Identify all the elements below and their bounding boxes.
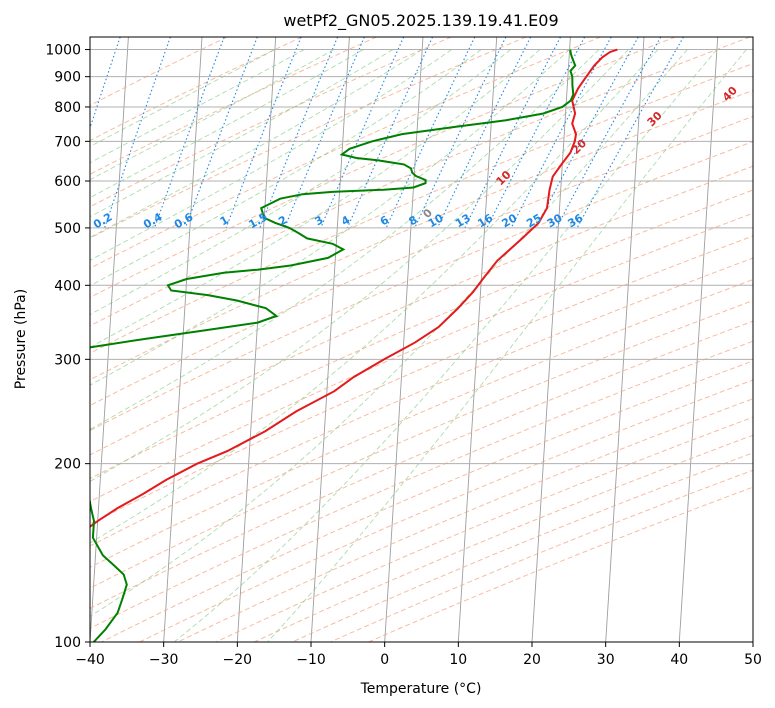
x-tick-label: 40 bbox=[670, 652, 688, 668]
dry-adiabat-line bbox=[90, 189, 753, 480]
x-tick-label: 30 bbox=[597, 652, 615, 668]
mixing-ratio-line bbox=[90, 37, 121, 130]
isotherm-line bbox=[236, 37, 277, 642]
moist-adiabat-line bbox=[90, 49, 394, 218]
mixing-ratio-line bbox=[555, 37, 662, 229]
sounding-series-line bbox=[90, 48, 618, 528]
mixing-ratio-line bbox=[576, 37, 684, 229]
y-axis-label: Pressure (hPa) bbox=[13, 289, 29, 389]
isotherm-line bbox=[90, 37, 129, 642]
dry-adiabat-line bbox=[90, 141, 753, 432]
mixing-ratio-line bbox=[225, 37, 302, 229]
x-axis-label: Temperature (°C) bbox=[360, 681, 482, 697]
moist-adiabat-line bbox=[90, 49, 541, 348]
moist-adiabat-line bbox=[90, 49, 659, 544]
isotherm-line bbox=[457, 37, 498, 642]
mixing-ratio-line bbox=[437, 37, 532, 229]
dry-adiabat-line bbox=[90, 37, 676, 299]
moist-adiabat-line bbox=[90, 49, 600, 430]
mixing-ratio-line bbox=[510, 37, 612, 229]
x-tick-label: −30 bbox=[149, 652, 179, 668]
dry-adiabat-line bbox=[90, 212, 753, 503]
moist-adiabat-line bbox=[90, 49, 305, 164]
isotherm-line bbox=[678, 37, 719, 642]
mixing-ratio-line bbox=[284, 37, 365, 229]
mixing-ratio-line bbox=[535, 37, 639, 229]
isotherm-line bbox=[384, 37, 424, 642]
moist-adiabat-line bbox=[90, 49, 482, 287]
mixing-ratio-line bbox=[464, 37, 561, 229]
isotherm-line bbox=[605, 37, 645, 642]
dry-adiabat-line bbox=[90, 115, 753, 407]
plot-frame bbox=[89, 36, 754, 643]
x-axis: −40 −30 −20 −10 0 10 20 30 40 50 bbox=[75, 642, 762, 668]
x-tick-label: 50 bbox=[744, 652, 762, 668]
moist-adiabat-line bbox=[173, 49, 718, 642]
x-tick-label: −10 bbox=[296, 652, 326, 668]
isotherm-line bbox=[531, 37, 571, 642]
y-tick-label: 500 bbox=[54, 221, 81, 237]
chart-title: wetPf2_GN05.2025.139.19.41.E09 bbox=[283, 11, 558, 31]
x-tick-label: 10 bbox=[449, 652, 467, 668]
dry-adiabat-line bbox=[90, 37, 601, 269]
mixing-ratio-line bbox=[154, 37, 225, 229]
y-tick-label: 200 bbox=[54, 457, 81, 473]
isotherm-line bbox=[163, 37, 203, 642]
sounding-series-line bbox=[90, 49, 577, 642]
y-tick-label: 900 bbox=[54, 70, 81, 86]
moist-adiabat-line bbox=[90, 49, 629, 482]
mixing-ratio-line bbox=[486, 37, 586, 229]
y-axis: 100 200 300 400 500 600 700 800 900 1000 bbox=[45, 43, 90, 651]
moist-adiabat-line bbox=[90, 49, 511, 315]
plot-area bbox=[90, 37, 753, 642]
x-tick-label: −40 bbox=[75, 652, 105, 668]
y-tick-label: 400 bbox=[54, 278, 81, 294]
mixing-ratio-line bbox=[259, 37, 339, 229]
moist-adiabat-line bbox=[90, 49, 688, 617]
x-tick-label: 20 bbox=[523, 652, 541, 668]
dry-adiabat-line bbox=[90, 37, 751, 327]
y-tick-label: 700 bbox=[54, 134, 81, 150]
moist-adiabat-line bbox=[267, 49, 747, 642]
y-tick-label: 1000 bbox=[45, 43, 81, 59]
dry-adiabat-line bbox=[90, 165, 753, 456]
x-tick-label: 0 bbox=[380, 652, 389, 668]
y-tick-label: 800 bbox=[54, 100, 81, 116]
mixing-ratio-line bbox=[184, 37, 258, 229]
y-tick-label: 100 bbox=[54, 635, 81, 651]
dry-adiabat-line bbox=[90, 63, 753, 354]
moist-adiabat-line bbox=[90, 49, 570, 386]
moist-adiabat-line bbox=[90, 49, 364, 199]
dry-adiabat-line bbox=[139, 379, 753, 642]
y-tick-label: 300 bbox=[54, 352, 81, 368]
y-tick-label: 600 bbox=[54, 174, 81, 190]
dry-adiabat-line bbox=[90, 235, 753, 525]
dry-adiabat-line bbox=[101, 360, 753, 642]
x-tick-label: −20 bbox=[223, 652, 253, 668]
moist-adiabat-line bbox=[90, 49, 452, 261]
moist-adiabat-line bbox=[90, 49, 276, 148]
dry-adiabat-line bbox=[90, 37, 527, 239]
dry-adiabat-line bbox=[90, 37, 452, 208]
dry-adiabat-line bbox=[90, 89, 753, 381]
mixing-ratio-line bbox=[320, 37, 405, 229]
dry-adiabat-line bbox=[90, 37, 303, 142]
mixing-ratio-line bbox=[104, 37, 171, 229]
